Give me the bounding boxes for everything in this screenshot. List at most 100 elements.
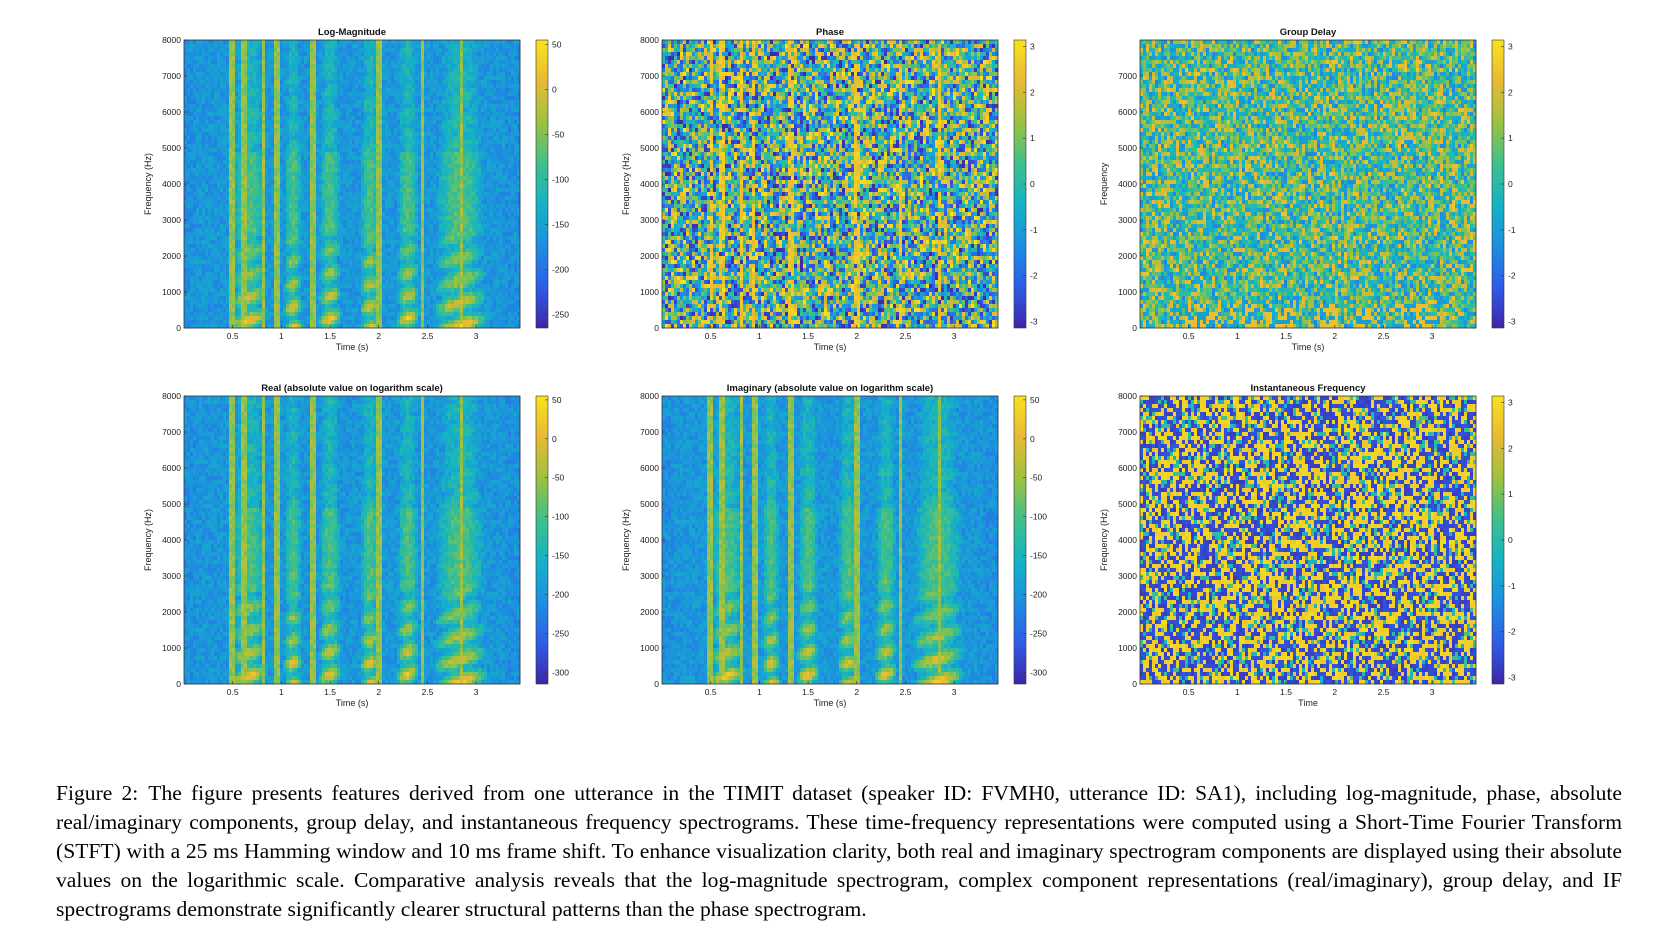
x-tick-label: 1: [757, 687, 762, 697]
colorbar-tick-label: -2: [1508, 271, 1516, 281]
colorbar-tick-label: -1: [1030, 225, 1038, 235]
colorbar-tick-label: 0: [552, 434, 557, 444]
y-tick-label: 1000: [1118, 643, 1137, 653]
x-tick-label: 2.5: [422, 687, 434, 697]
x-tick-label: 3: [1430, 687, 1435, 697]
panel-group-delay: Group Delay 0.5 1 1.5 2 2.5 3 Time (s) 0 1000 2000…: [1096, 22, 1516, 352]
x-tick-label: 1: [757, 331, 762, 341]
y-tick-label: 8000: [640, 35, 659, 45]
x-axis-label: Time (s): [336, 342, 369, 352]
x-tick-label: 3: [1430, 331, 1435, 341]
y-tick-label: 7000: [1118, 71, 1137, 81]
y-tick-label: 5000: [1118, 143, 1137, 153]
colorbar-tick-label: -200: [552, 265, 569, 275]
y-tick-label: 4000: [1118, 179, 1137, 189]
colorbar-tick-label: 3: [1508, 41, 1513, 51]
y-tick-label: 4000: [640, 535, 659, 545]
y-tick-label: 3000: [1118, 571, 1137, 581]
colorbar: [535, 395, 549, 685]
colorbar-tick-label: -1: [1508, 581, 1516, 591]
colorbar-tick-label: 3: [1508, 397, 1513, 407]
plot-title: Real (absolute value on logarithm scale): [261, 383, 443, 394]
figure-caption: Figure 2: The figure presents features de…: [56, 779, 1622, 924]
colorbar-tick-label: -50: [552, 130, 565, 140]
x-tick-label: 1.5: [1280, 687, 1292, 697]
y-tick-label: 3000: [162, 571, 181, 581]
y-tick-label: 0: [176, 679, 181, 689]
y-axis-label: Frequency (Hz): [143, 509, 153, 571]
y-tick-label: 1000: [640, 287, 659, 297]
y-tick-label: 0: [1132, 323, 1137, 333]
heatmap-cells: [184, 40, 521, 329]
y-tick-label: 6000: [640, 463, 659, 473]
colorbar-tick-label: -50: [1030, 473, 1043, 483]
heatmap-cells: [1140, 396, 1477, 685]
colorbar-tick-label: -250: [552, 628, 569, 638]
figure-label: Figure 2:: [56, 781, 138, 805]
y-tick-label: 5000: [162, 499, 181, 509]
y-tick-label: 8000: [640, 391, 659, 401]
colorbar-tick-label: 0: [552, 85, 557, 95]
x-tick-label: 1.5: [324, 331, 336, 341]
colorbar-tick-label: 0: [1030, 179, 1035, 189]
y-tick-label: 8000: [162, 391, 181, 401]
x-tick-label: 0.5: [705, 331, 717, 341]
plot-title: Imaginary (absolute value on logarithm s…: [727, 383, 933, 394]
y-tick-label: 3000: [640, 571, 659, 581]
y-axis-label: Frequency (Hz): [621, 153, 631, 215]
panel-log-magnitude: Log-Magnitude 0.5 1 1.5 2 2.5 3 Time (s) 0 1000 20…: [140, 22, 569, 352]
colorbar-tick-label: 50: [552, 40, 562, 50]
y-tick-label: 0: [1132, 679, 1137, 689]
x-tick-label: 2.5: [422, 331, 434, 341]
x-tick-label: 2.5: [1378, 331, 1390, 341]
y-tick-label: 6000: [162, 107, 181, 117]
x-tick-label: 2: [1332, 687, 1337, 697]
x-tick-label: 2: [376, 331, 381, 341]
x-tick-label: 0.5: [1183, 331, 1195, 341]
x-tick-label: 1.5: [802, 687, 814, 697]
plot-title: Log-Magnitude: [318, 27, 386, 38]
y-tick-label: 3000: [1118, 215, 1137, 225]
y-tick-label: 3000: [640, 215, 659, 225]
y-tick-label: 2000: [1118, 251, 1137, 261]
x-axis-label: Time (s): [814, 698, 847, 708]
heatmap-cells: [184, 396, 521, 685]
y-tick-label: 5000: [162, 143, 181, 153]
heatmap-cells: [1140, 40, 1477, 329]
plot-title: Instantaneous Frequency: [1250, 383, 1366, 394]
y-tick-label: 1000: [1118, 287, 1137, 297]
colorbar-tick-label: -3: [1030, 317, 1038, 327]
spectrogram-svg: Real (absolute value on logarithm scale)…: [143, 383, 569, 708]
spectrogram-svg: Log-Magnitude 0.5 1 1.5 2 2.5 3 Time (s) 0 1000 20…: [143, 27, 569, 352]
colorbar-tick-label: -100: [552, 512, 569, 522]
y-tick-label: 4000: [640, 179, 659, 189]
x-tick-label: 0.5: [1183, 687, 1195, 697]
y-tick-label: 4000: [1118, 535, 1137, 545]
panel-imaginary: Imaginary (absolute value on logarithm s…: [618, 378, 1047, 708]
y-tick-label: 8000: [1118, 391, 1137, 401]
colorbar-tick-label: -250: [552, 310, 569, 320]
y-tick-label: 5000: [640, 499, 659, 509]
x-tick-label: 2: [376, 687, 381, 697]
figure-caption-text: The figure presents features derived fro…: [56, 781, 1622, 921]
x-axis-label: Time (s): [336, 698, 369, 708]
x-axis-label: Time: [1298, 698, 1318, 708]
y-tick-label: 6000: [1118, 463, 1137, 473]
heatmap-cells: [662, 40, 999, 329]
x-tick-label: 2.5: [900, 687, 912, 697]
plot-title: Group Delay: [1280, 27, 1337, 38]
x-tick-label: 1.5: [1280, 331, 1292, 341]
colorbar-tick-label: -100: [1030, 512, 1047, 522]
spectrogram-svg: Group Delay 0.5 1 1.5 2 2.5 3 Time (s) 0 1000 2000…: [1099, 27, 1516, 352]
spectrogram-svg: Imaginary (absolute value on logarithm s…: [621, 383, 1047, 708]
x-tick-label: 3: [952, 331, 957, 341]
colorbar-tick-label: -150: [552, 551, 569, 561]
y-tick-label: 3000: [162, 215, 181, 225]
x-axis-label: Time (s): [814, 342, 847, 352]
colorbar-tick-label: 1: [1508, 133, 1513, 143]
colorbar-tick-label: -200: [552, 589, 569, 599]
colorbar: [1013, 395, 1027, 685]
colorbar-tick-label: -300: [552, 667, 569, 677]
y-tick-label: 4000: [162, 535, 181, 545]
x-axis-label: Time (s): [1292, 342, 1325, 352]
